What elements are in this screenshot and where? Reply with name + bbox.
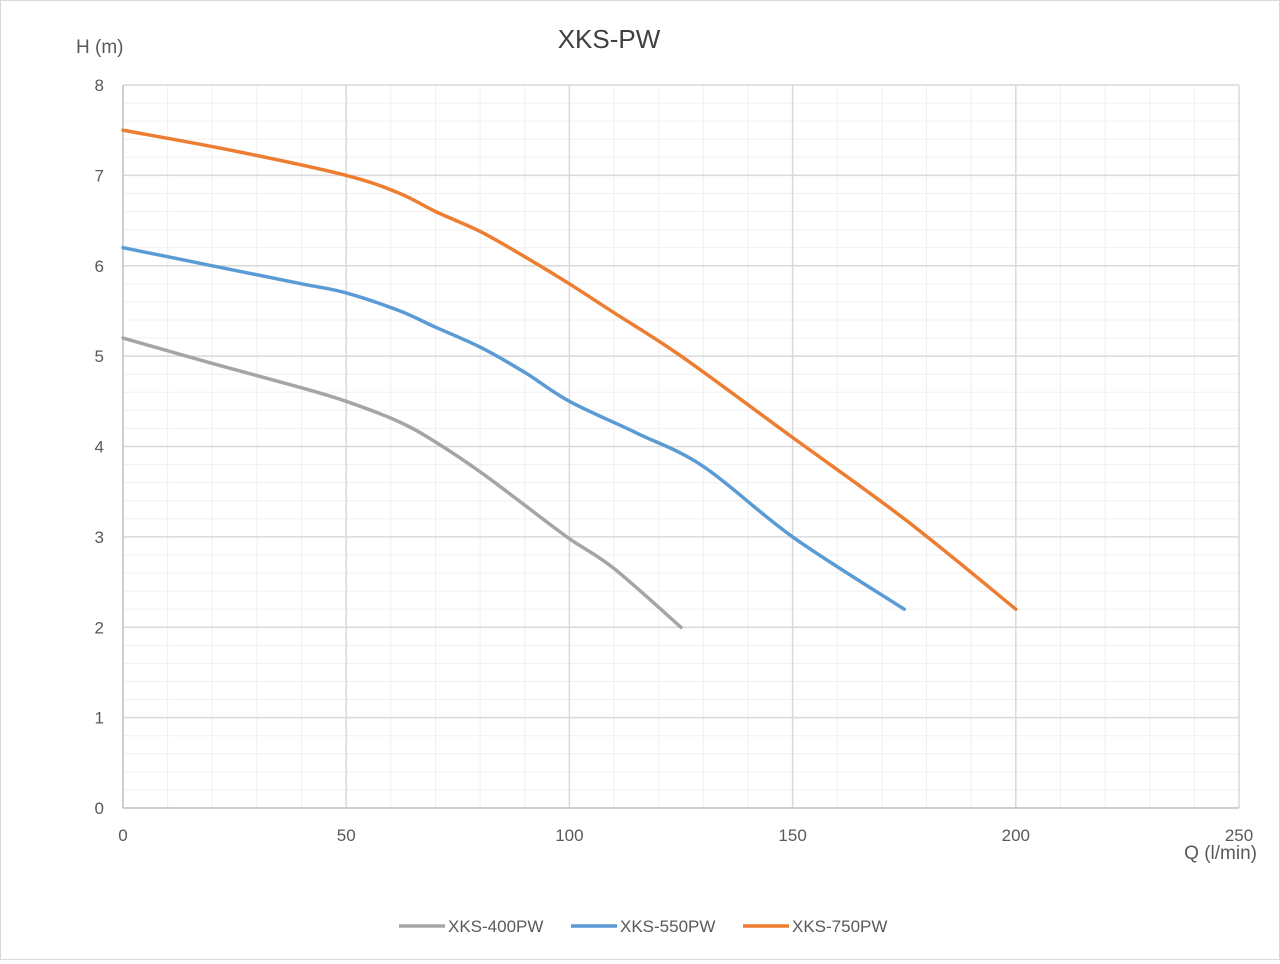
y-tick-label: 0 — [95, 799, 104, 818]
series-line-xks-750pw — [121, 128, 1018, 611]
y-tick-label: 6 — [95, 257, 104, 276]
x-tick-label: 200 — [1002, 826, 1030, 845]
legend-label: XKS-550PW — [620, 917, 715, 936]
y-axis-title: H (m) — [76, 37, 123, 58]
x-tick-label: 100 — [555, 826, 583, 845]
y-tick-label: 1 — [95, 709, 104, 728]
axes — [122, 85, 1239, 809]
legend-label: XKS-400PW — [448, 917, 543, 936]
y-tick-label: 5 — [95, 347, 104, 366]
y-tick-label: 4 — [95, 438, 104, 457]
chart-title: XKS-PW — [558, 24, 661, 54]
y-tick-label: 3 — [95, 528, 104, 547]
x-tick-label: 50 — [337, 826, 356, 845]
y-tick-label: 7 — [95, 166, 104, 185]
legend-item-xks-550pw: XKS-550PW — [571, 917, 715, 936]
y-tick-label: 8 — [95, 76, 104, 95]
y-tick-label: 2 — [95, 618, 104, 637]
legend: XKS-400PW XKS-550PW XKS-750PW — [399, 917, 887, 936]
series-lines — [121, 128, 1018, 630]
legend-item-xks-400pw: XKS-400PW — [399, 917, 543, 936]
tick-labels: 0 50 100 150 200 250 0 1 2 3 4 5 6 7 8 — [95, 76, 1254, 845]
major-gridlines — [123, 84, 1240, 808]
x-tick-label: 250 — [1225, 826, 1253, 845]
series-line-xks-550pw — [121, 245, 906, 611]
series-line-xks-400pw — [121, 336, 683, 630]
x-tick-label: 150 — [778, 826, 806, 845]
legend-label: XKS-750PW — [792, 917, 887, 936]
x-tick-label: 0 — [118, 826, 127, 845]
x-axis-title: Q (l/min) — [1184, 843, 1257, 864]
legend-item-xks-750pw: XKS-750PW — [743, 917, 887, 936]
